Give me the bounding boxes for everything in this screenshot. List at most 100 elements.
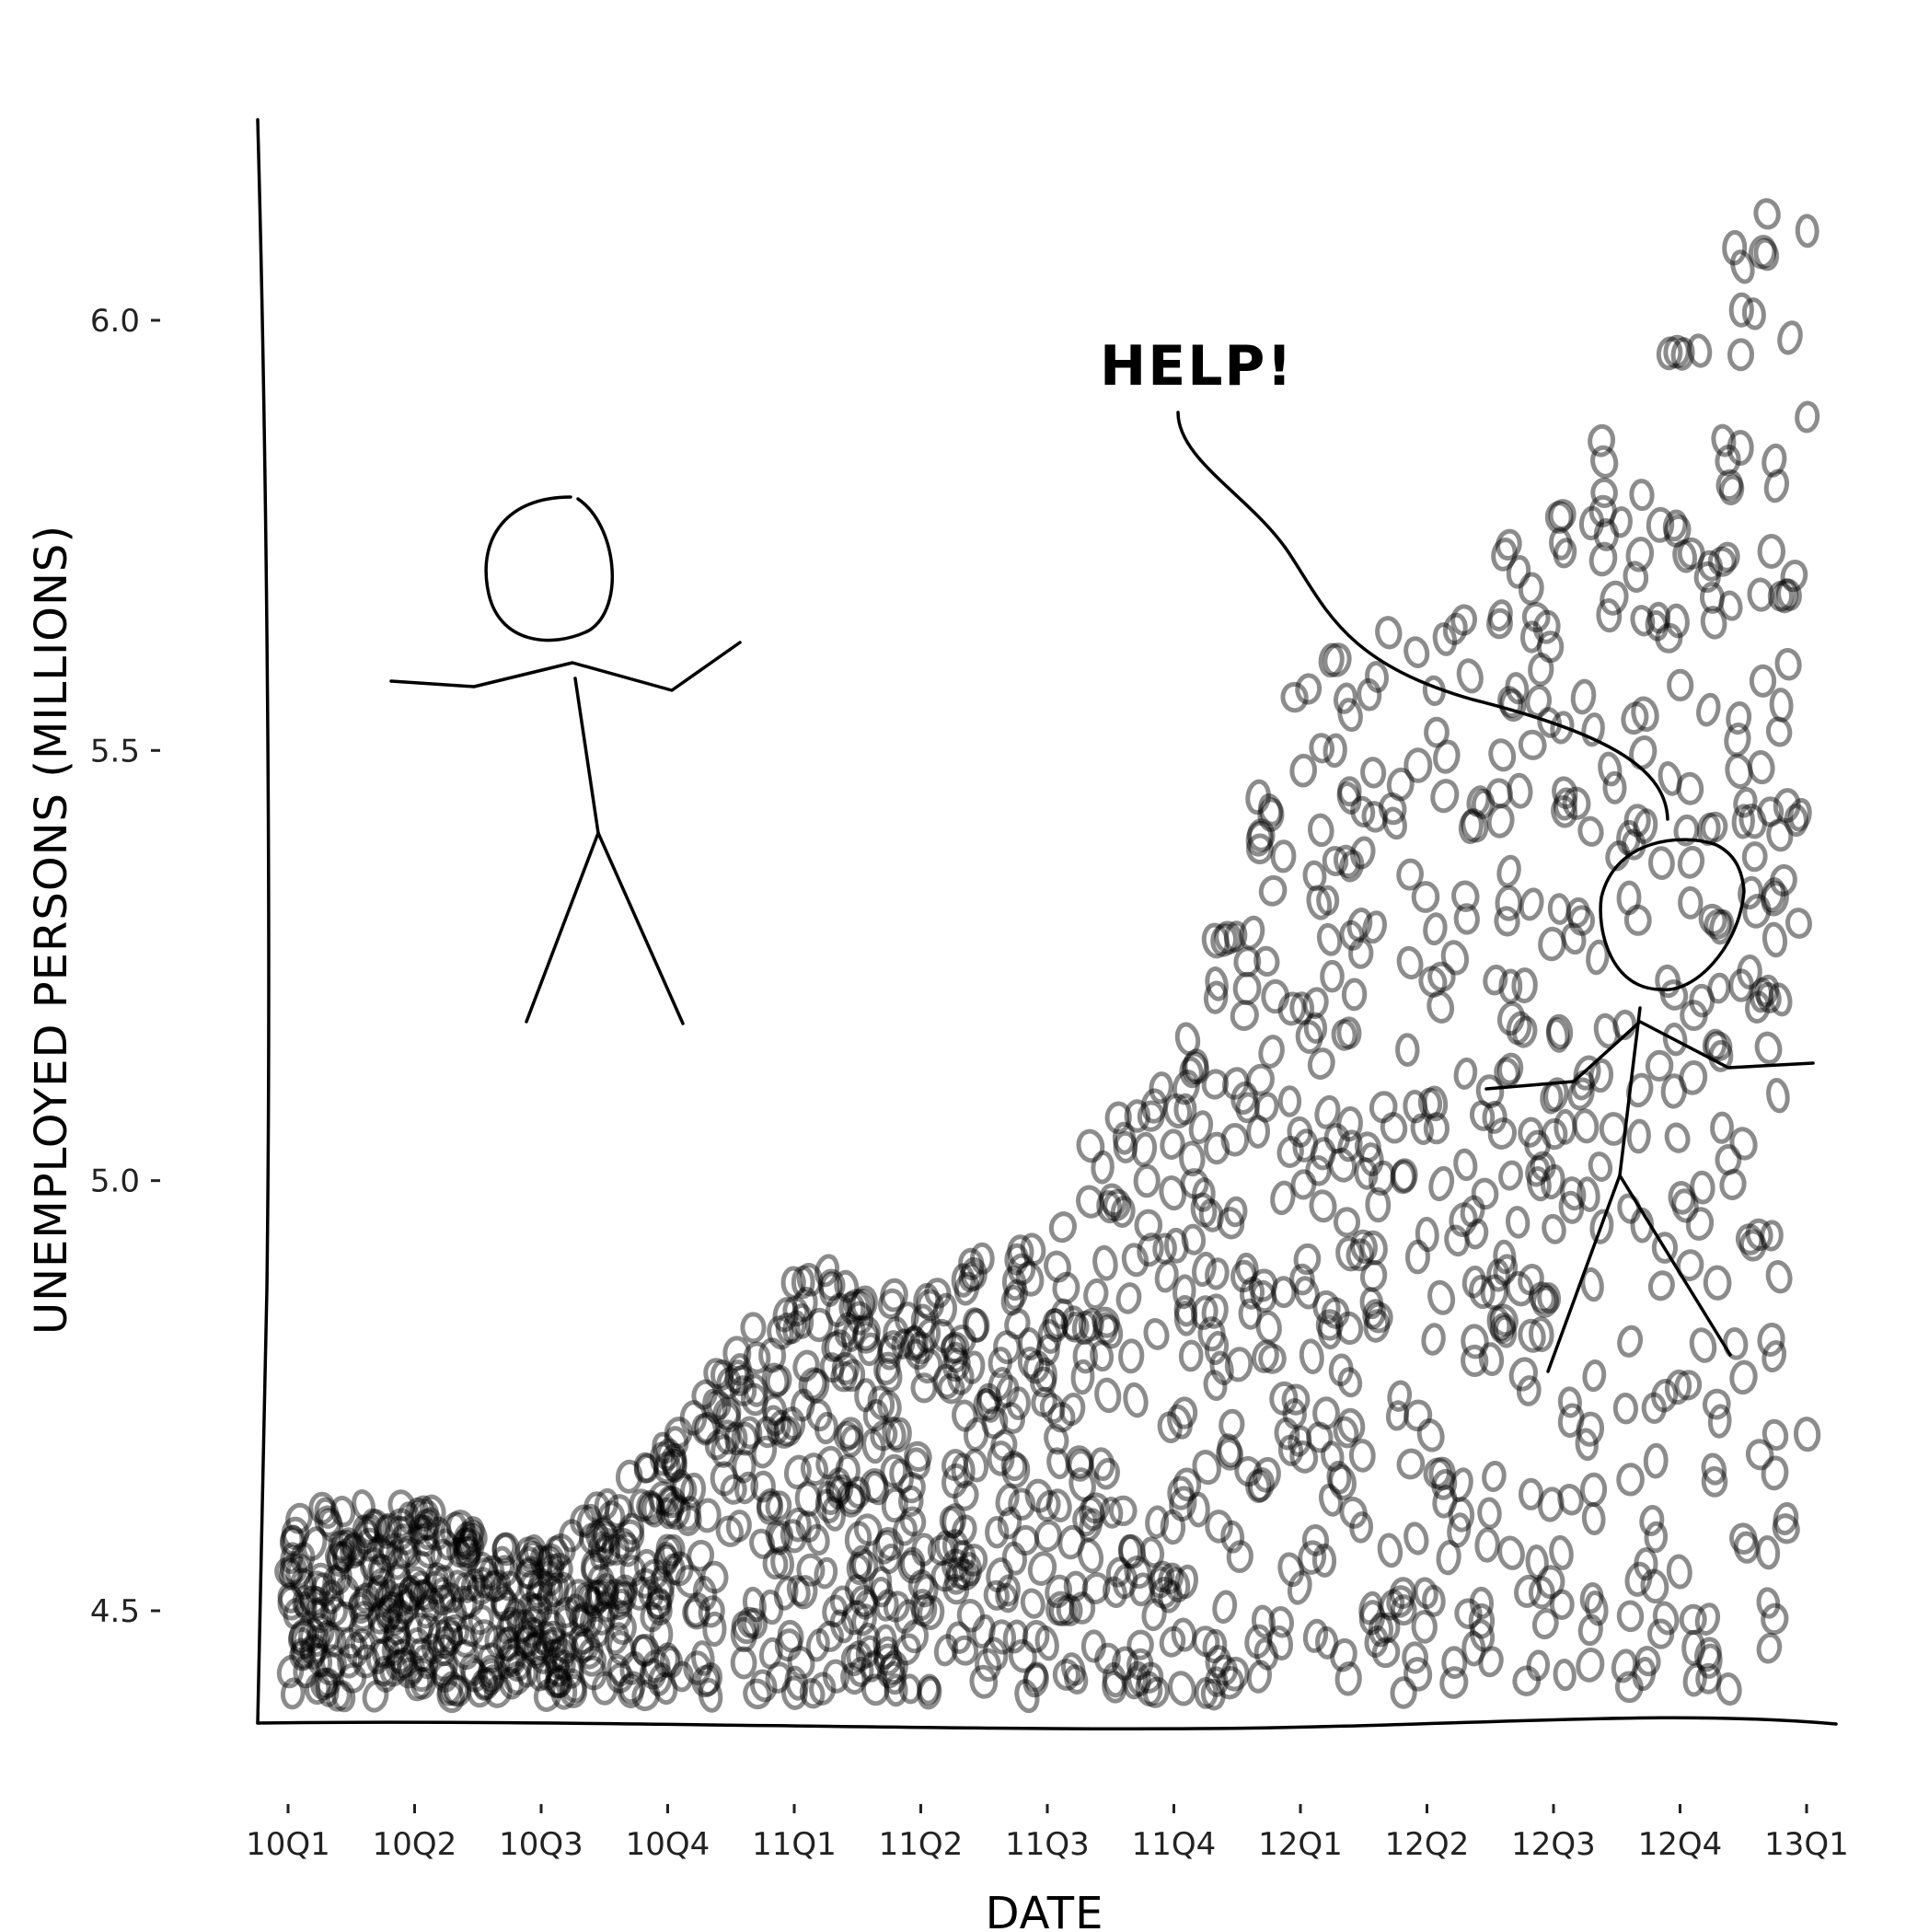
scatter-point bbox=[663, 1446, 687, 1482]
scatter-point bbox=[503, 1598, 527, 1630]
scatter-point bbox=[1647, 846, 1675, 880]
scatter-point bbox=[1549, 1534, 1574, 1570]
scatter-point bbox=[964, 1417, 989, 1452]
scatter-point bbox=[851, 1603, 877, 1637]
scatter-point bbox=[1317, 1313, 1342, 1350]
scatter-point bbox=[1386, 1585, 1415, 1618]
scatter-point bbox=[1160, 1128, 1185, 1160]
scatter-point bbox=[904, 1325, 929, 1360]
scatter-point bbox=[454, 1536, 481, 1573]
scatter-point bbox=[617, 1673, 644, 1708]
scatter-point bbox=[1762, 1418, 1789, 1452]
scatter-point bbox=[1668, 1181, 1696, 1215]
scatter-point bbox=[355, 1527, 384, 1562]
scatter-point bbox=[1183, 1051, 1209, 1084]
scatter-point bbox=[299, 1585, 328, 1616]
scatter-point bbox=[1137, 1100, 1165, 1132]
scatter-point bbox=[791, 1388, 815, 1422]
scatter-point bbox=[675, 1565, 704, 1599]
scatter-point bbox=[1008, 1638, 1037, 1673]
scatter-point bbox=[521, 1593, 549, 1630]
scatter-point bbox=[612, 1574, 638, 1605]
scatter-point bbox=[1289, 1263, 1315, 1296]
scatter-point bbox=[1497, 686, 1523, 719]
scatter-point bbox=[1411, 881, 1440, 913]
scatter-point bbox=[819, 1271, 843, 1307]
scatter-point bbox=[1211, 1654, 1238, 1686]
scatter-point bbox=[330, 1680, 356, 1713]
scatter-point bbox=[583, 1491, 611, 1523]
scatter-point bbox=[1359, 1259, 1388, 1292]
scatter-point bbox=[791, 1286, 818, 1323]
scatter-point bbox=[1696, 692, 1721, 727]
scatter-point bbox=[679, 1400, 708, 1436]
scatter-point bbox=[1007, 1234, 1034, 1269]
scatter-point bbox=[1632, 1656, 1657, 1692]
scatter-point bbox=[502, 1660, 532, 1695]
scatter-point bbox=[917, 1675, 942, 1710]
scatter-point bbox=[710, 1359, 734, 1391]
scatter-point bbox=[854, 1378, 878, 1413]
scatter-point bbox=[1020, 1588, 1045, 1619]
scatter-point bbox=[844, 1521, 872, 1557]
y-axis-title: UNEMPLOYED PERSONS (MILLIONS) bbox=[26, 525, 77, 1335]
scatter-point bbox=[1589, 1209, 1614, 1244]
scatter-point bbox=[1328, 1463, 1357, 1500]
scatter-point bbox=[961, 1350, 986, 1384]
scatter-point bbox=[1677, 845, 1705, 879]
scatter-point bbox=[983, 1579, 1010, 1611]
scatter-point bbox=[596, 1500, 626, 1533]
scatter-point bbox=[1448, 1497, 1475, 1533]
scatter-point bbox=[495, 1570, 523, 1602]
scatter-point bbox=[352, 1644, 381, 1679]
scatter-point bbox=[1222, 1067, 1250, 1100]
scatter-point bbox=[846, 1553, 872, 1586]
scatter-point bbox=[1056, 1593, 1083, 1626]
scatter-point bbox=[842, 1289, 872, 1321]
scatter-point bbox=[606, 1653, 631, 1687]
scatter-point bbox=[791, 1575, 818, 1610]
scatter-point bbox=[1468, 1602, 1496, 1639]
scatter-point bbox=[582, 1586, 606, 1619]
scatter-point bbox=[419, 1494, 446, 1528]
scatter-point bbox=[1403, 1657, 1433, 1692]
scatter-point bbox=[1246, 1063, 1275, 1096]
scatter-point bbox=[1337, 1129, 1363, 1163]
scatter-point bbox=[1729, 1522, 1758, 1555]
scatter-point bbox=[1126, 1629, 1154, 1660]
scatter-point bbox=[1663, 334, 1691, 369]
scatter-point bbox=[516, 1556, 545, 1591]
scatter-point bbox=[1034, 1520, 1062, 1553]
scatter-point bbox=[290, 1637, 315, 1670]
scatter-point bbox=[1023, 1661, 1048, 1693]
scatter-point bbox=[1359, 1287, 1384, 1320]
scatter-point bbox=[1245, 1469, 1272, 1503]
scatter-point bbox=[389, 1647, 418, 1679]
scatter-point bbox=[1341, 978, 1368, 1012]
scatter-point bbox=[1766, 818, 1794, 852]
scatter-point bbox=[1020, 1232, 1046, 1266]
scatter-point bbox=[1474, 1527, 1500, 1563]
scatter-point bbox=[1239, 1276, 1265, 1310]
scatter-point bbox=[609, 1579, 635, 1611]
scatter-point bbox=[646, 1594, 673, 1626]
scatter-point bbox=[1389, 1577, 1416, 1609]
scatter-point bbox=[299, 1636, 327, 1670]
scatter-point bbox=[1664, 1122, 1691, 1153]
scatter-point bbox=[1427, 961, 1456, 992]
scatter-point bbox=[350, 1628, 375, 1660]
scatter-point bbox=[452, 1639, 479, 1671]
scatter-point bbox=[594, 1487, 619, 1521]
scatter-point bbox=[1258, 1343, 1287, 1374]
scatter-point bbox=[1718, 474, 1745, 505]
scatter-point bbox=[817, 1268, 846, 1301]
scatter-point bbox=[647, 1662, 673, 1696]
scatter-point bbox=[616, 1519, 645, 1553]
scatter-point bbox=[397, 1649, 425, 1685]
scatter-point bbox=[452, 1521, 478, 1557]
scatter-point bbox=[1727, 430, 1754, 466]
scatter-point bbox=[1233, 946, 1262, 978]
scatter-point bbox=[306, 1642, 333, 1678]
scatter-point bbox=[1682, 1662, 1707, 1697]
scatter-point bbox=[868, 1566, 893, 1602]
